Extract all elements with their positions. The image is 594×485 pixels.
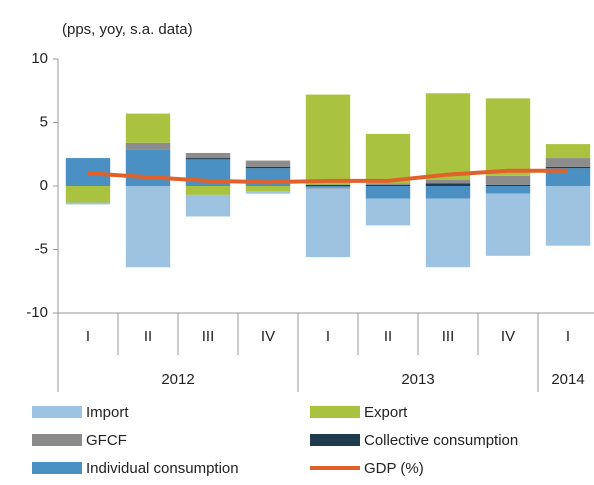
bar-segment: [365, 183, 411, 185]
legend-swatch: [32, 434, 82, 446]
bar-segment: [425, 186, 471, 199]
bar-segment: [425, 93, 471, 180]
chart-subtitle: (pps, yoy, s.a. data): [62, 21, 193, 38]
bar-segment: [425, 198, 471, 268]
legend-label: Import: [86, 404, 129, 421]
x-tick-label: III: [202, 328, 215, 345]
x-tick-label: I: [86, 328, 90, 345]
legend-label: GFCF: [86, 432, 127, 449]
bar-segment: [305, 186, 351, 188]
bar-segment: [485, 175, 531, 185]
bar-segment: [65, 158, 111, 186]
bar-segment: [365, 133, 411, 184]
y-tick-label: 5: [40, 113, 48, 130]
group-label: 2012: [161, 371, 194, 388]
bar-segment: [125, 113, 171, 143]
bar-segment: [185, 194, 231, 217]
x-tick-label: III: [442, 328, 455, 345]
y-tick-label: 10: [31, 50, 48, 67]
group-label: 2013: [401, 371, 434, 388]
bar-segment: [305, 184, 351, 186]
legend-label: Individual consumption: [86, 460, 239, 477]
y-tick-label: 0: [40, 177, 48, 194]
bar-segment: [185, 158, 231, 160]
bar-segment: [485, 98, 531, 176]
bar-segment: [305, 188, 351, 258]
bar-segment: [125, 149, 171, 186]
bar-segment: [365, 186, 411, 199]
bar-segment: [545, 158, 591, 167]
bar-segment: [425, 179, 471, 184]
legend-swatch: [32, 406, 82, 418]
x-tick-label: I: [326, 328, 330, 345]
bar-segment: [245, 166, 291, 169]
bar-segment: [485, 186, 531, 194]
x-tick-label: IV: [501, 328, 515, 345]
legend-label: Export: [364, 404, 408, 421]
bar-segment: [365, 184, 411, 186]
bar-segment: [245, 160, 291, 167]
group-label: 2014: [551, 371, 584, 388]
bar-segment: [545, 144, 591, 159]
line-series: [87, 168, 568, 185]
bar-segment: [305, 94, 351, 185]
bar-segment: [545, 186, 591, 246]
legend-swatch: [310, 406, 360, 418]
legend-swatch: [310, 434, 360, 446]
legend-label: GDP (%): [364, 460, 424, 477]
bar-segment: [305, 187, 351, 189]
bar-segment: [485, 193, 531, 256]
bar-segment: [425, 183, 471, 186]
bar-segment: [545, 166, 591, 169]
legend-label: Collective consumption: [364, 432, 518, 449]
bar-segment: [185, 152, 231, 159]
bar-segment: [65, 186, 111, 203]
y-tick-label: -10: [26, 304, 48, 321]
bar-segment: [365, 198, 411, 226]
x-tick-label: II: [144, 328, 152, 345]
bar-segment: [485, 184, 531, 186]
bar-segment: [65, 202, 111, 205]
bar-segment: [245, 186, 291, 192]
bar-segment: [185, 186, 231, 195]
x-tick-label: I: [566, 328, 570, 345]
legend-swatch: [32, 462, 82, 474]
bar-segment: [125, 186, 171, 268]
y-tick-label: -5: [35, 240, 48, 257]
bar-segment: [125, 142, 171, 150]
x-tick-label: IV: [261, 328, 275, 345]
bar-segment: [245, 191, 291, 194]
x-tick-label: II: [384, 328, 392, 345]
